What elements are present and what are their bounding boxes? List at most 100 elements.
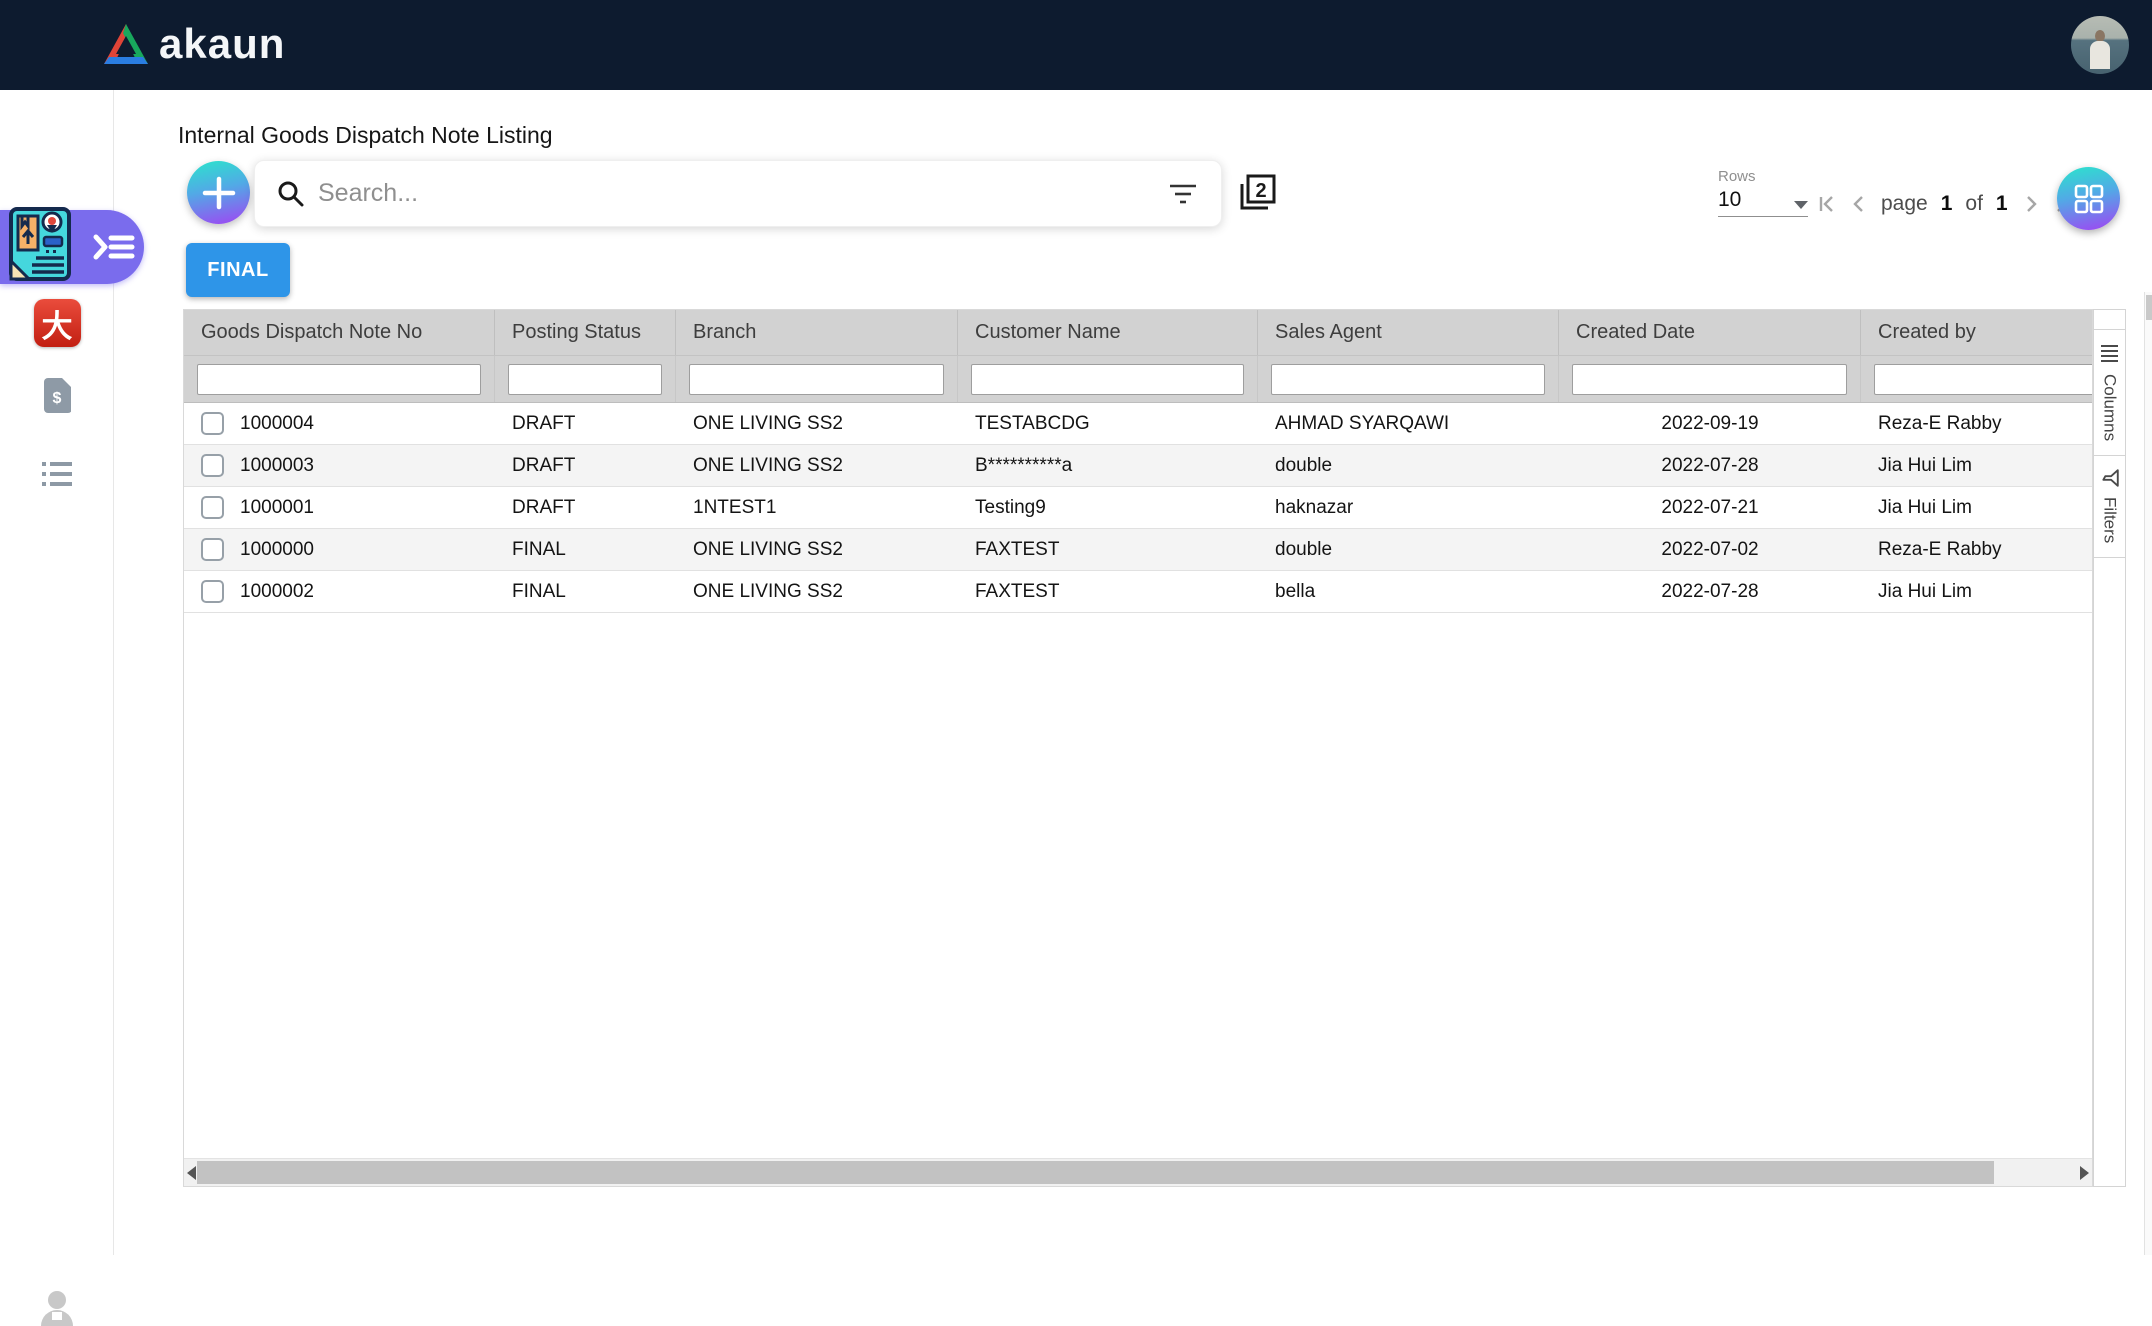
cell-date: 2022-07-21 [1559, 487, 1861, 528]
svg-text:$: $ [52, 390, 61, 407]
grid-filter-row [184, 355, 2093, 403]
filter-input-customer-name[interactable] [971, 364, 1244, 395]
filter-input-posting-status[interactable] [508, 364, 662, 395]
scroll-right-arrow-icon[interactable] [2080, 1166, 2089, 1180]
cell-created-by: Reza-E Rabby [1861, 403, 2093, 444]
column-header[interactable]: Posting Status [495, 310, 676, 355]
data-grid: Goods Dispatch Note No Posting Status Br… [183, 309, 2093, 1187]
filter-input-sales-agent[interactable] [1271, 364, 1545, 395]
horizontal-scrollbar-thumb[interactable] [197, 1161, 1994, 1184]
filter-input-branch[interactable] [689, 364, 944, 395]
table-row[interactable]: 1000000 FINAL ONE LIVING SS2 FAXTEST dou… [184, 529, 2093, 571]
row-checkbox[interactable] [201, 454, 224, 477]
pdf-module-icon[interactable]: 大 [0, 299, 114, 347]
filters-funnel-icon [2100, 468, 2120, 488]
tab-columns[interactable]: Columns [2094, 330, 2125, 456]
cell-status: DRAFT [495, 403, 676, 444]
add-button[interactable] [187, 161, 250, 224]
cell-created-by: Jia Hui Lim [1861, 571, 2093, 612]
cell-agent: bella [1258, 571, 1559, 612]
page-current: 1 [1941, 192, 1953, 216]
column-header[interactable]: Created by [1861, 310, 2093, 355]
column-header[interactable]: Sales Agent [1258, 310, 1559, 355]
cell-status: DRAFT [495, 445, 676, 486]
svg-text:2: 2 [1255, 180, 1266, 202]
rows-label: Rows [1718, 168, 1808, 185]
final-filter-button[interactable]: FINAL [186, 243, 290, 297]
filter-input-note-no[interactable] [197, 364, 481, 395]
dispatch-note-app-icon[interactable] [8, 206, 72, 282]
cell-note-no: 1000002 [240, 581, 314, 603]
cell-branch: 1NTEST1 [676, 487, 958, 528]
cell-agent: AHMAD SYARQAWI [1258, 403, 1559, 444]
row-checkbox[interactable] [201, 538, 224, 561]
rows-per-page-select[interactable]: Rows 10 [1718, 168, 1808, 217]
cell-note-no: 1000003 [240, 455, 314, 477]
page-title: Internal Goods Dispatch Note Listing [178, 122, 553, 149]
collapse-menu-icon[interactable] [93, 227, 135, 267]
cell-customer: B**********a [958, 445, 1258, 486]
next-page-button[interactable] [2019, 192, 2043, 216]
page-total: 1 [1996, 192, 2008, 216]
cell-note-no: 1000000 [240, 539, 314, 561]
table-row[interactable]: 1000003 DRAFT ONE LIVING SS2 B**********… [184, 445, 2093, 487]
horizontal-scrollbar[interactable] [184, 1158, 2092, 1186]
page-word: page [1881, 192, 1928, 216]
avatar-photo [2090, 30, 2110, 70]
cell-date: 2022-07-02 [1559, 529, 1861, 570]
cell-customer: Testing9 [958, 487, 1258, 528]
pager: page 1 of 1 [1815, 186, 2075, 222]
cell-branch: ONE LIVING SS2 [676, 445, 958, 486]
user-avatar[interactable] [2071, 16, 2129, 74]
of-word: of [1965, 192, 1983, 216]
prev-page-button[interactable] [1847, 192, 1871, 216]
cell-status: DRAFT [495, 487, 676, 528]
table-row[interactable]: 1000004 DRAFT ONE LIVING SS2 TESTABCDG A… [184, 403, 2093, 445]
scroll-left-arrow-icon[interactable] [187, 1166, 196, 1180]
cell-date: 2022-07-28 [1559, 571, 1861, 612]
column-header[interactable]: Customer Name [958, 310, 1258, 355]
column-header[interactable]: Created Date [1559, 310, 1861, 355]
list-menu-icon[interactable] [0, 461, 114, 487]
grid-squares-icon [2073, 183, 2105, 215]
row-checkbox[interactable] [201, 496, 224, 519]
cell-customer: FAXTEST [958, 571, 1258, 612]
row-checkbox[interactable] [201, 412, 224, 435]
topbar: akaun [0, 0, 2152, 90]
search-icon [277, 180, 304, 207]
cell-customer: FAXTEST [958, 529, 1258, 570]
akaun-triangle-icon [103, 23, 149, 65]
sim-billing-icon[interactable]: $ [0, 378, 114, 413]
rows-value: 10 [1718, 188, 1741, 212]
cell-note-no: 1000001 [240, 497, 314, 519]
pdf-module-glyph: 大 [34, 299, 81, 347]
row-checkbox[interactable] [201, 580, 224, 603]
search-input[interactable] [318, 179, 1153, 208]
vertical-scrollbar-thumb[interactable] [2146, 295, 2152, 320]
cell-created-by: Jia Hui Lim [1861, 445, 2093, 486]
page-vertical-scrollbar[interactable] [2144, 292, 2152, 1255]
filter-input-created-by[interactable] [1874, 364, 2093, 395]
user-profile-icon[interactable] [0, 1288, 114, 1326]
cell-branch: ONE LIVING SS2 [676, 571, 958, 612]
brand-logo[interactable]: akaun [103, 20, 285, 68]
column-header[interactable]: Goods Dispatch Note No [184, 310, 495, 355]
filter-2-layers-icon[interactable]: 2 [1234, 172, 1278, 216]
tab-columns-label: Columns [2100, 374, 2120, 441]
cell-agent: double [1258, 445, 1559, 486]
table-row[interactable]: 1000001 DRAFT 1NTEST1 Testing9 haknazar … [184, 487, 2093, 529]
grid-header-row: Goods Dispatch Note No Posting Status Br… [184, 310, 2093, 355]
brand-name: akaun [159, 20, 285, 68]
cell-agent: double [1258, 529, 1559, 570]
cell-branch: ONE LIVING SS2 [676, 403, 958, 444]
first-page-button[interactable] [1815, 192, 1839, 216]
plus-icon [201, 175, 237, 211]
column-header[interactable]: Branch [676, 310, 958, 355]
filter-list-icon[interactable] [1167, 182, 1199, 206]
cell-date: 2022-07-28 [1559, 445, 1861, 486]
cell-status: FINAL [495, 529, 676, 570]
grid-view-button[interactable] [2057, 167, 2120, 230]
tab-filters[interactable]: Filters [2094, 456, 2125, 558]
filter-input-created-date[interactable] [1572, 364, 1847, 395]
table-row[interactable]: 1000002 FINAL ONE LIVING SS2 FAXTEST bel… [184, 571, 2093, 613]
